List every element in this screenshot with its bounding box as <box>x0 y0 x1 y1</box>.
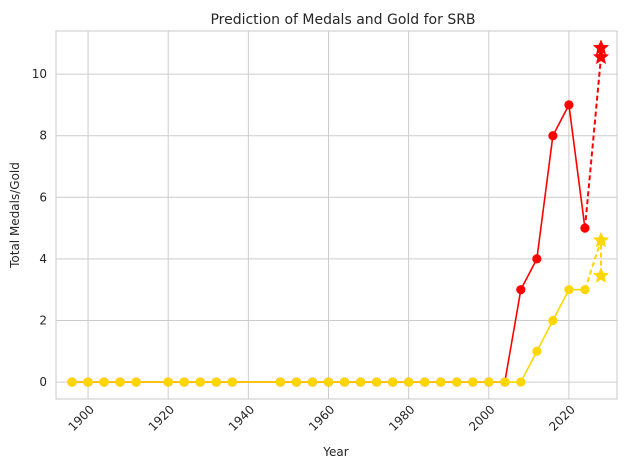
data-point <box>436 377 446 387</box>
series-1 <box>67 285 590 387</box>
x-axis-ticks: 1900 1920 1940 1960 1980 2000 2020 <box>65 402 577 433</box>
data-point <box>532 346 542 356</box>
plot-area <box>55 30 618 400</box>
data-point-star <box>592 267 610 283</box>
data-point <box>163 377 173 387</box>
y-tick-label: 10 <box>32 67 47 81</box>
series-layer <box>67 39 610 387</box>
series-3 <box>583 231 610 290</box>
data-point-star <box>592 231 610 248</box>
data-point <box>516 377 526 387</box>
y-tick-label: 0 <box>39 375 47 389</box>
data-point <box>323 377 334 387</box>
data-point <box>532 254 542 264</box>
data-point <box>404 377 414 387</box>
data-point <box>339 377 350 387</box>
y-axis-label: Total Medals/Gold <box>8 162 22 269</box>
data-point <box>548 315 558 326</box>
data-point <box>307 377 318 387</box>
y-tick-label: 2 <box>39 313 47 327</box>
data-point <box>500 377 510 387</box>
series-2 <box>583 39 610 229</box>
x-tick-label: 2000 <box>466 402 497 433</box>
y-tick-label: 6 <box>39 190 47 204</box>
x-tick-label: 1980 <box>386 402 417 433</box>
data-point <box>484 377 494 387</box>
data-point <box>371 377 382 387</box>
y-tick-label: 4 <box>39 252 47 266</box>
data-point-star <box>592 48 610 65</box>
data-point <box>83 377 93 387</box>
data-point <box>388 377 398 387</box>
data-point <box>452 377 462 387</box>
chart-title: Prediction of Medals and Gold for SRB <box>210 12 475 28</box>
data-point <box>468 377 478 387</box>
y-tick-label: 8 <box>39 129 47 143</box>
data-point <box>355 377 366 387</box>
data-point <box>195 377 205 387</box>
data-point <box>115 377 125 387</box>
grid <box>56 31 617 399</box>
data-point <box>211 377 221 387</box>
data-point <box>227 377 237 387</box>
x-tick-label: 1940 <box>226 402 257 433</box>
x-tick-label: 1960 <box>306 402 337 433</box>
x-tick-label: 2020 <box>546 402 577 433</box>
x-tick-label: 1900 <box>65 402 96 433</box>
data-point <box>99 377 109 387</box>
data-point <box>291 377 302 387</box>
data-point <box>275 377 285 387</box>
data-point <box>179 377 189 387</box>
data-point <box>516 285 526 295</box>
data-point <box>548 131 558 141</box>
data-point-star <box>592 39 610 55</box>
x-tick-label: 1920 <box>146 402 177 433</box>
x-axis-label: Year <box>322 445 348 459</box>
data-point <box>564 285 574 295</box>
data-point <box>564 100 574 110</box>
data-point <box>131 377 141 387</box>
data-point <box>420 377 430 387</box>
y-axis-ticks: 0 2 4 6 8 10 <box>32 67 47 389</box>
data-point <box>67 377 77 387</box>
